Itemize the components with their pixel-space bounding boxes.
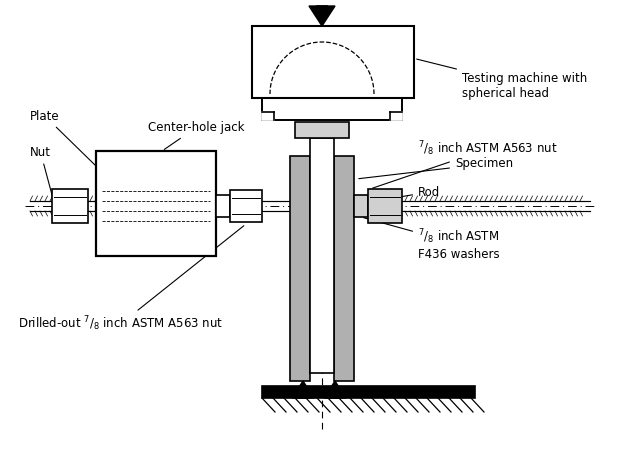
Bar [52,189,88,223]
Text: Rod: Rod [361,186,441,203]
Text: $\mathregular{^7/_8}$ inch ASTM
F436 washers: $\mathregular{^7/_8}$ inch ASTM F436 was… [364,218,500,261]
Bar [96,151,216,256]
Bar [216,195,230,217]
Bar [368,189,402,223]
Bar [317,6,327,12]
Text: Drilled-out $\mathregular{^7/_8}$ inch ASTM A563 nut: Drilled-out $\mathregular{^7/_8}$ inch A… [18,226,244,333]
Bar [230,190,262,222]
Text: Testing machine with
spherical head: Testing machine with spherical head [417,59,587,100]
Text: Specimen: Specimen [359,158,513,179]
Bar [262,98,402,120]
Bar [262,386,475,398]
Bar [354,195,368,217]
Polygon shape [292,381,314,398]
Bar [252,26,414,98]
Polygon shape [309,6,335,26]
Bar [295,122,349,138]
Text: Center-hole jack: Center-hole jack [148,121,245,149]
Bar [310,138,334,373]
Text: Nut: Nut [30,145,54,203]
Text: Plate: Plate [30,109,98,168]
Bar [290,156,310,381]
Text: $\mathregular{^7/_8}$ inch ASTM A563 nut: $\mathregular{^7/_8}$ inch ASTM A563 nut [373,140,557,188]
Polygon shape [324,381,346,398]
Bar [334,156,354,381]
Bar [390,112,402,120]
Bar [262,112,274,120]
